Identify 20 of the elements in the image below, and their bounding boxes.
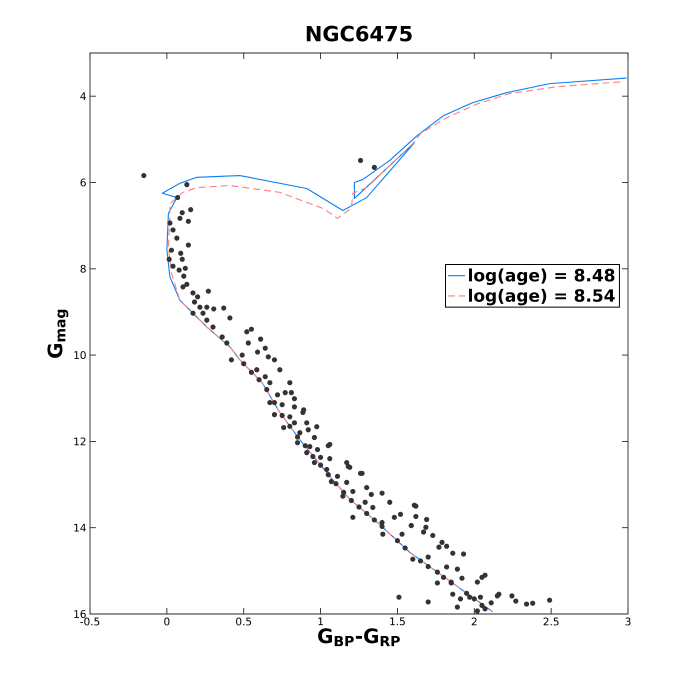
legend-label: log(age) = 8.48 (469, 268, 614, 285)
x-axis-title: G$_{BP}$-G$_{RP}$ (318, 628, 400, 646)
y-tick-label: 10 (74, 351, 86, 360)
x-tick-label: 3 (625, 618, 630, 626)
legend-label: log(age) = 8.54 (469, 288, 615, 306)
x-tick-label: -0.5 (80, 618, 100, 626)
x-tick-label: 2 (472, 618, 477, 626)
x-tick-label: 1 (318, 618, 323, 626)
chart-title: NGC6475 (306, 26, 412, 42)
x-tick-label: 0 (164, 618, 170, 626)
x-tick-label: 2.5 (544, 618, 559, 626)
y-axis-title: G$_{mag}$ (47, 310, 68, 358)
x-tick-label: 0.5 (236, 618, 252, 626)
y-tick-label: 4 (80, 92, 86, 100)
x-tick-label: 1.5 (390, 618, 405, 626)
y-tick-label: 6 (80, 178, 86, 186)
y-tick-label: 16 (74, 610, 86, 618)
y-tick-label: 8 (80, 264, 86, 273)
y-tick-label: 12 (74, 438, 86, 446)
y-tick-label: 14 (74, 524, 86, 532)
